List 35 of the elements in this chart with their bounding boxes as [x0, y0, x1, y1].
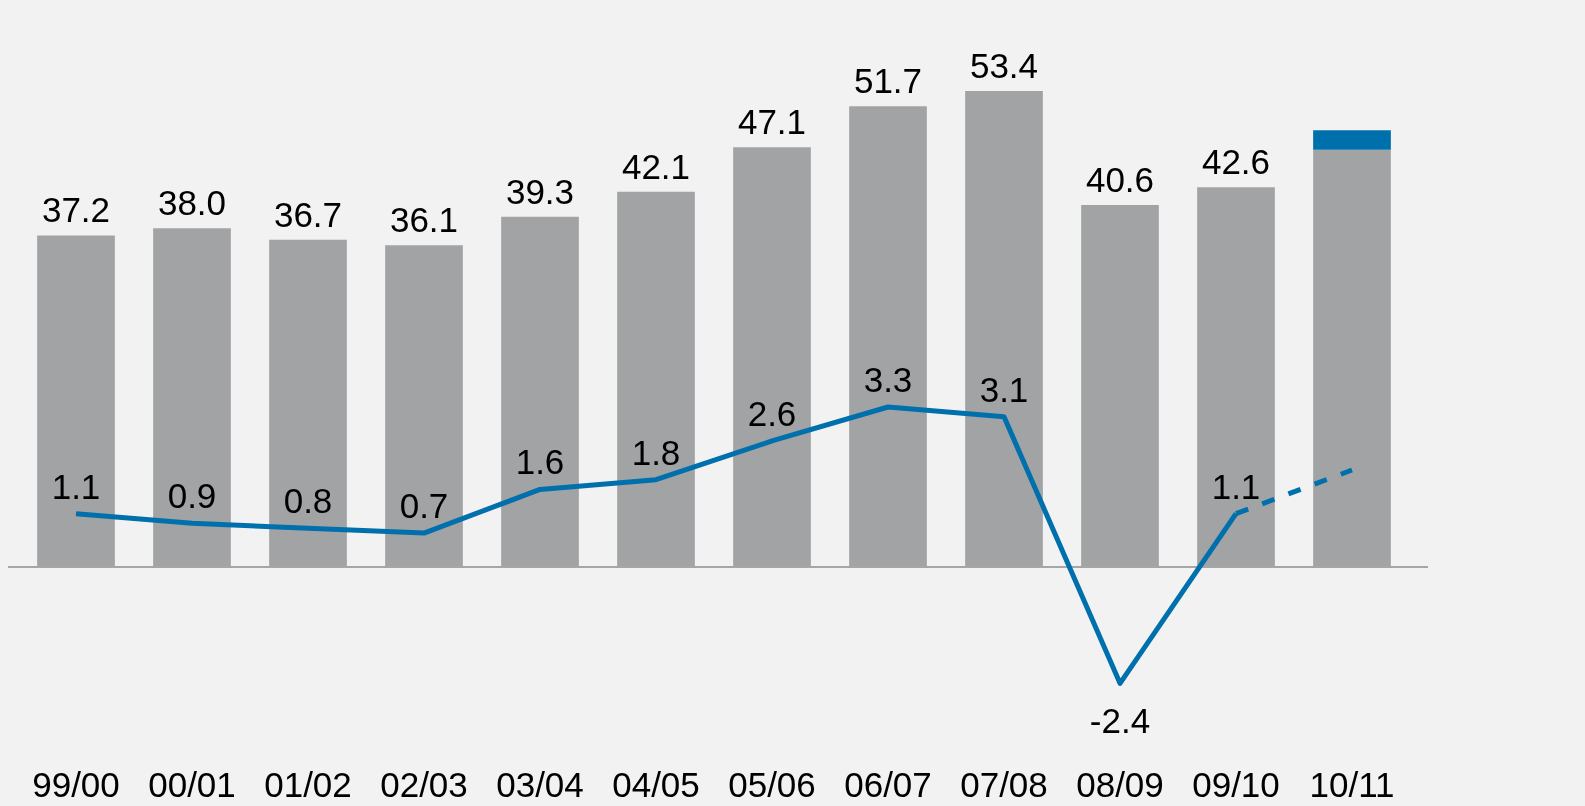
data-label: 42.1 — [621, 146, 691, 186]
data-label: 2.6 — [747, 393, 797, 433]
data-label: 53.4 — [969, 46, 1039, 85]
x-tick-label: 04/05 — [612, 764, 700, 804]
data-label: 38.0 — [157, 183, 227, 223]
x-tick-label: 03/04 — [496, 764, 584, 804]
data-label: 1.8 — [631, 432, 681, 472]
data-label: 0.9 — [167, 476, 217, 516]
x-tick-label: 01/02 — [264, 764, 352, 804]
data-label: 1.1 — [1211, 466, 1261, 506]
x-tick-label: 06/07 — [844, 764, 932, 804]
x-tick-label: 10/11 — [1309, 764, 1395, 804]
data-label: 40.6 — [1085, 160, 1155, 200]
data-label: 0.7 — [399, 486, 449, 526]
data-label: 51.7 — [853, 61, 923, 101]
data-label: 0.8 — [283, 481, 333, 521]
bar — [1313, 130, 1391, 150]
x-tick-label: 99/00 — [32, 764, 120, 804]
data-label: 39.3 — [505, 171, 575, 211]
data-label: 1.6 — [515, 442, 565, 482]
x-tick-label: 09/10 — [1192, 764, 1280, 804]
data-label: 3.3 — [863, 360, 913, 399]
x-tick-label: 08/09 — [1076, 764, 1164, 804]
data-label: 36.7 — [273, 194, 343, 234]
data-label: 1.1 — [51, 466, 101, 506]
x-tick-label: 07/08 — [960, 764, 1048, 804]
data-label: 47.1 — [737, 102, 807, 142]
x-tick-label: 00/01 — [148, 764, 236, 804]
data-label: 3.1 — [979, 369, 1029, 409]
data-label: 42.6 — [1201, 142, 1271, 182]
data-label: 36.1 — [389, 200, 459, 240]
data-label: -2.4 — [1089, 701, 1151, 741]
x-tick-label: 02/03 — [380, 764, 468, 804]
data-label: 37.2 — [41, 190, 111, 230]
x-tick-label: 05/06 — [728, 764, 816, 804]
